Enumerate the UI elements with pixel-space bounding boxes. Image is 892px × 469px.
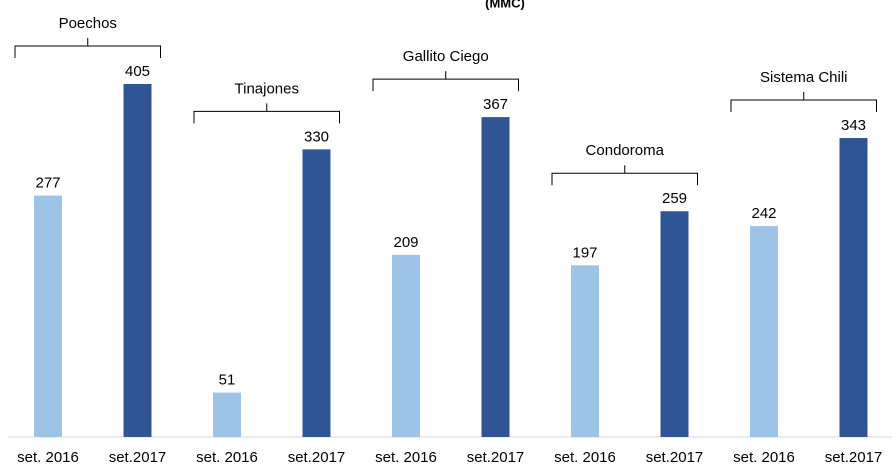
- value-label: 197: [572, 244, 597, 261]
- bar: [302, 149, 331, 438]
- x-tick-label: set.2017: [646, 449, 704, 466]
- group-brace: [551, 165, 698, 186]
- bar: [123, 84, 152, 437]
- bar: [34, 195, 62, 437]
- group-label: Condoroma: [586, 142, 665, 159]
- bar: [213, 392, 241, 437]
- bar: [839, 138, 868, 438]
- group-label: Gallito Ciego: [403, 48, 489, 65]
- group-brace: [372, 71, 519, 92]
- group-label: Poechos: [59, 15, 117, 32]
- group-brace: [193, 103, 340, 124]
- x-tick-label: set. 2016: [554, 449, 616, 466]
- x-tick-label: set. 2016: [196, 449, 258, 466]
- x-tick-label: set. 2016: [733, 449, 795, 466]
- value-label: 209: [393, 234, 418, 251]
- value-label: 51: [219, 372, 236, 389]
- chart-title: (MMC): [485, 0, 525, 10]
- bar: [750, 226, 778, 437]
- x-tick-label: set.2017: [109, 449, 167, 466]
- group-label: Sistema Chili: [760, 69, 848, 86]
- x-tick-label: set. 2016: [375, 449, 437, 466]
- bar: [481, 117, 510, 438]
- x-tick-label: set.2017: [825, 449, 883, 466]
- group-brace: [730, 92, 877, 113]
- x-tick-label: set. 2016: [17, 449, 79, 466]
- x-tick-label: set.2017: [467, 449, 525, 466]
- value-label: 242: [751, 205, 776, 222]
- bar: [660, 211, 689, 437]
- value-label: 277: [35, 175, 60, 192]
- group-brace: [14, 38, 161, 58]
- x-tick-label: set.2017: [288, 449, 346, 466]
- bar: [392, 254, 420, 437]
- bar: [571, 265, 599, 437]
- value-label: 405: [125, 63, 150, 80]
- value-label: 259: [662, 190, 687, 207]
- value-label: 367: [483, 96, 508, 113]
- value-label: 343: [841, 117, 866, 134]
- value-label: 330: [304, 128, 329, 145]
- group-label: Tinajones: [235, 80, 299, 97]
